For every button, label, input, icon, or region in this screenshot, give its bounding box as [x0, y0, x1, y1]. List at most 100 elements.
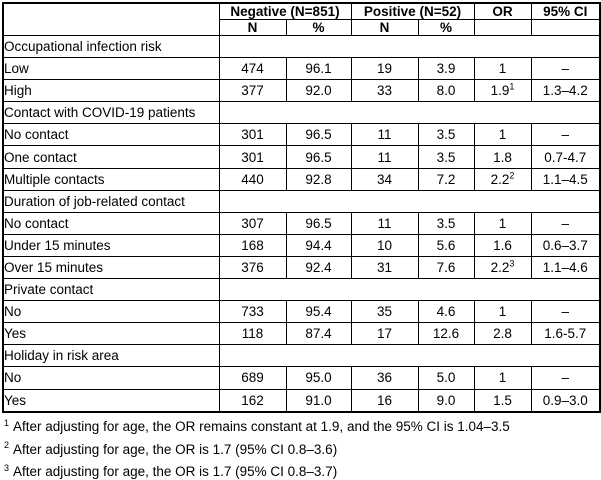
group-label: Occupational infection risk [2, 34, 220, 59]
header-positive-pct: % [417, 19, 475, 36]
table-row: No contact 301 96.5 11 3.5 1 – [2, 123, 601, 147]
row-label: One contact [2, 145, 220, 169]
row-label: Yes [2, 322, 220, 346]
or-value: 1.6 [493, 237, 512, 253]
cell-or: 1.91 [473, 79, 532, 103]
header-or-empty-cell [473, 19, 532, 36]
table-row: Yes 162 91.0 16 9.0 1.5 0.9–3.0 [2, 388, 601, 413]
or-footnote-marker: 3 [509, 258, 515, 269]
cell-or: 2.22 [473, 167, 532, 191]
cell-positive-n: 34 [350, 167, 419, 191]
row-label: Yes [2, 388, 220, 413]
or-value: 1 [498, 61, 507, 77]
table-row: Over 15 minutes 376 92.4 31 7.6 2.23 1.1–4.6 [2, 255, 601, 280]
cell-or: 1 [473, 211, 532, 235]
cell-positive-n: 17 [350, 322, 419, 346]
cell-negative-n: 376 [218, 255, 287, 280]
cell-positive-n: 31 [350, 255, 419, 280]
or-value: 1 [498, 127, 507, 143]
group-header-row: Holiday in risk area [2, 344, 601, 368]
cell-or: 1 [473, 366, 532, 390]
cell-negative-pct: 96.5 [285, 211, 352, 235]
cell-ci: – [530, 366, 601, 390]
or-value: 2.8 [493, 326, 512, 342]
group-empty-cell [218, 34, 601, 59]
group-label: Private contact [2, 278, 220, 302]
cell-positive-n: 19 [350, 57, 419, 81]
cell-negative-n: 162 [218, 388, 287, 413]
or-value: 1.9 [490, 83, 510, 99]
cell-positive-pct: 12.6 [417, 322, 475, 346]
cell-positive-pct: 3.9 [417, 57, 475, 81]
cell-or: 1 [473, 123, 532, 147]
footnote-text: After adjusting for age, the OR is 1.7 (… [13, 464, 338, 479]
row-label: Low [2, 57, 220, 81]
footnote-text: After adjusting for age, the OR remains … [13, 419, 510, 434]
row-label: Under 15 minutes [2, 233, 220, 257]
group-header-row: Occupational infection risk [2, 34, 601, 59]
cell-positive-pct: 5.6 [417, 233, 475, 257]
header-empty-corner-cell [2, 2, 220, 36]
cell-positive-pct: 9.0 [417, 388, 475, 413]
or-value: 1.5 [493, 392, 512, 408]
table-row: No 733 95.4 35 4.6 1 – [2, 300, 601, 324]
cell-ci: – [530, 57, 601, 81]
cell-ci: – [530, 300, 601, 324]
cell-or: 1.5 [473, 388, 532, 413]
cell-negative-pct: 95.0 [285, 366, 352, 390]
cell-or: 2.23 [473, 255, 532, 280]
footnote-marker: 3 [4, 462, 10, 473]
group-empty-cell [218, 189, 601, 213]
header-negative-n: N [218, 19, 287, 36]
cell-positive-n: 33 [350, 79, 419, 103]
footnote-line: 3 After adjusting for age, the OR is 1.7 … [4, 461, 597, 480]
cell-ci: – [530, 211, 601, 235]
cell-positive-n: 35 [350, 300, 419, 324]
cell-negative-pct: 96.1 [285, 57, 352, 81]
cell-negative-pct: 96.5 [285, 123, 352, 147]
cell-or: 2.8 [473, 322, 532, 346]
header-ci-empty-cell [530, 19, 601, 36]
cell-or: 1 [473, 57, 532, 81]
header-or: OR [473, 2, 532, 20]
footnote-marker: 1 [4, 417, 10, 428]
cell-ci: 0.6–3.7 [530, 233, 601, 257]
group-empty-cell [218, 101, 601, 125]
row-label: High [2, 79, 220, 103]
cell-negative-pct: 91.0 [285, 388, 352, 413]
table-row: High 377 92.0 33 8.0 1.91 1.3–4.2 [2, 79, 601, 103]
group-label: Holiday in risk area [2, 344, 220, 368]
or-footnote-marker: 1 [509, 81, 515, 92]
cell-or: 1.8 [473, 145, 532, 169]
header-ci: 95% CI [530, 2, 601, 20]
cell-positive-pct: 3.5 [417, 123, 475, 147]
cell-positive-pct: 5.0 [417, 366, 475, 390]
cell-positive-n: 11 [350, 123, 419, 147]
footnotes: 1 After adjusting for age, the OR remains… [4, 416, 597, 480]
table-row: Yes 118 87.4 17 12.6 2.8 1.6-5.7 [2, 322, 601, 346]
cell-negative-n: 689 [218, 366, 287, 390]
group-label: Contact with COVID-19 patients [2, 101, 220, 125]
cell-negative-pct: 87.4 [285, 322, 352, 346]
cell-negative-n: 307 [218, 211, 287, 235]
cell-negative-n: 168 [218, 233, 287, 257]
cell-negative-pct: 92.0 [285, 79, 352, 103]
cell-negative-n: 440 [218, 167, 287, 191]
cell-positive-pct: 4.6 [417, 300, 475, 324]
or-value: 2.2 [490, 259, 510, 275]
footnote-marker: 2 [4, 440, 10, 450]
row-label: No contact [2, 123, 220, 147]
cell-negative-n: 301 [218, 145, 287, 169]
header-positive: Positive (N=52) [350, 2, 475, 20]
cell-positive-n: 36 [350, 366, 419, 390]
row-label: No [2, 366, 220, 390]
or-value: 1 [498, 304, 507, 320]
cell-positive-pct: 3.5 [417, 145, 475, 169]
cell-ci: 0.7-4.7 [530, 145, 601, 169]
cell-positive-pct: 7.2 [417, 167, 475, 191]
header-row-2: N % N % [3, 19, 601, 36]
cell-negative-pct: 94.4 [285, 233, 352, 257]
cell-negative-n: 301 [218, 123, 287, 147]
row-label: No contact [2, 211, 220, 235]
